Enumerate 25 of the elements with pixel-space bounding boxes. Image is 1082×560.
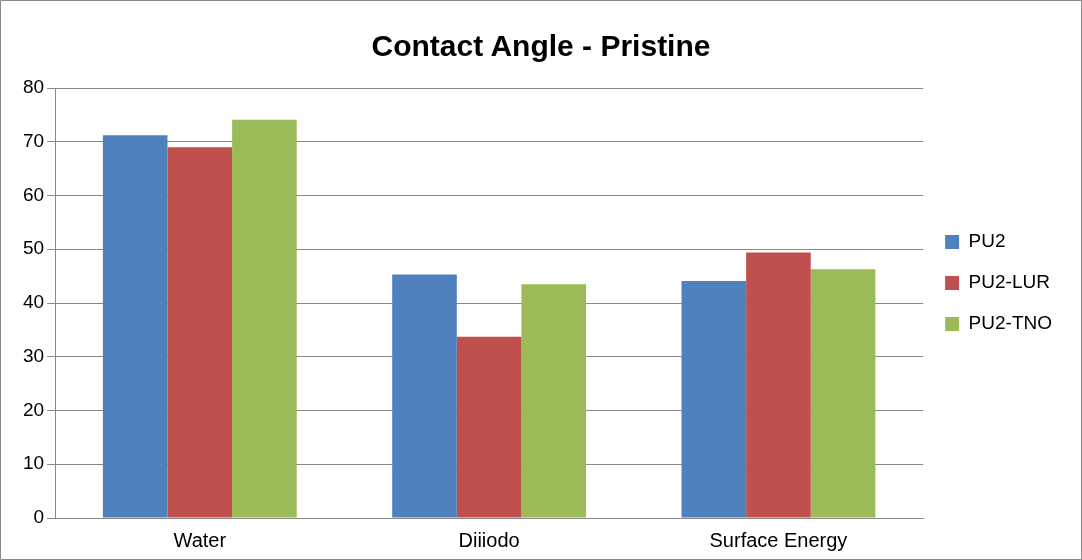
y-tick-label: 10: [22, 452, 45, 474]
bar: [810, 269, 876, 518]
y-tick-label: 40: [22, 291, 45, 313]
bar: [681, 280, 747, 518]
x-tick-label: Surface Energy: [709, 528, 848, 551]
y-tick-label: 60: [22, 183, 45, 205]
legend-label: PU2: [968, 230, 1006, 252]
x-tick-label: Water: [173, 528, 227, 551]
y-tick-label: 0: [33, 506, 45, 528]
y-tick-label: 70: [22, 129, 45, 151]
y-tick-label: 20: [22, 398, 45, 420]
bar: [521, 284, 587, 518]
chart-title: Contact Angle - Pristine: [371, 29, 711, 63]
bar: [746, 252, 811, 518]
legend-label: PU2-TNO: [968, 312, 1053, 334]
y-tick-label: 30: [22, 344, 45, 366]
bar: [392, 274, 457, 518]
y-tick-label: 50: [22, 237, 45, 259]
legend-label: PU2-LUR: [968, 271, 1050, 293]
bar: [456, 336, 522, 518]
x-tick-label: Diiiodo: [458, 528, 520, 551]
y-tick-label: 80: [22, 76, 45, 98]
bar: [232, 119, 297, 518]
bar: [102, 135, 168, 518]
bar: [167, 147, 233, 518]
